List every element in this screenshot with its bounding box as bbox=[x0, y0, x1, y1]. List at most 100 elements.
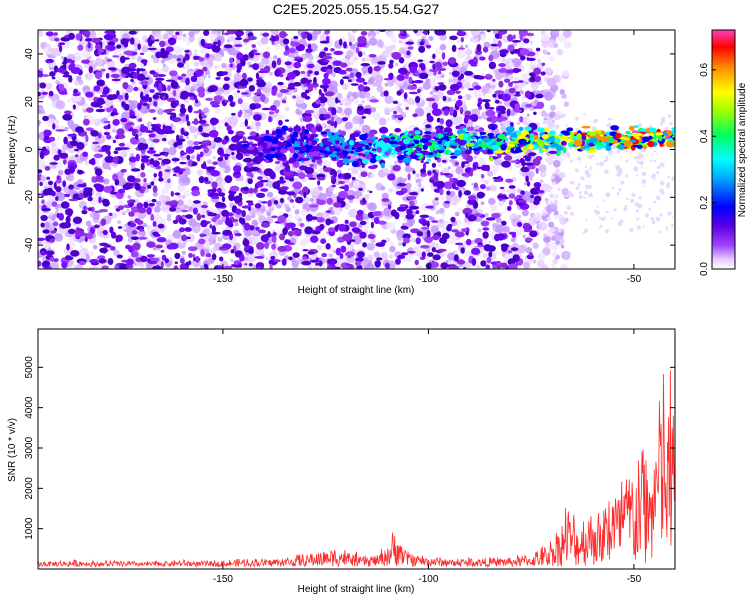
spectrogram-cell bbox=[169, 70, 178, 77]
spectrogram-cell bbox=[222, 229, 233, 236]
spectrogram-cell bbox=[130, 236, 139, 240]
spectrogram-cell bbox=[493, 171, 497, 176]
spectrogram-cell bbox=[405, 213, 415, 220]
spectrogram-cell bbox=[357, 84, 365, 92]
spectrogram-cell bbox=[490, 43, 498, 47]
spectrogram-cell bbox=[135, 78, 139, 83]
spectrogram-cell bbox=[231, 112, 236, 116]
spectrogram-cell bbox=[98, 196, 102, 204]
spectrogram-cell bbox=[125, 265, 134, 269]
spectrogram-cell bbox=[366, 189, 370, 193]
spectrogram-cell bbox=[170, 190, 174, 197]
spectrogram-cell bbox=[211, 181, 218, 189]
spectrogram-cell bbox=[486, 73, 491, 78]
spectrogram-cell bbox=[139, 125, 149, 133]
spectrogram-cell bbox=[498, 116, 508, 121]
spectrogram-cell bbox=[420, 227, 430, 230]
spectrogram-cell bbox=[273, 200, 279, 205]
spectrogram-cell bbox=[68, 165, 75, 174]
spectrogram-cell bbox=[548, 160, 553, 166]
spectrogram-cell bbox=[389, 241, 395, 247]
spectrogram-band-cell bbox=[281, 125, 289, 132]
spectrogram-cell bbox=[49, 261, 59, 269]
spectrogram-cell bbox=[497, 40, 502, 48]
spectrogram-cell bbox=[160, 59, 166, 64]
spectrogram-cell bbox=[339, 97, 347, 104]
spectrogram-cell bbox=[474, 212, 482, 217]
spectrogram-cell bbox=[555, 168, 560, 174]
spectrogram-cell bbox=[528, 176, 534, 181]
spectrogram-cell bbox=[274, 108, 280, 114]
spectrogram-cell bbox=[188, 218, 197, 227]
spectrogram-cell bbox=[441, 160, 447, 163]
spectrogram-cell bbox=[127, 195, 132, 199]
spectrogram-cell bbox=[40, 214, 48, 222]
spectrogram-cell bbox=[284, 106, 290, 112]
spectrogram-cell bbox=[120, 57, 130, 60]
spectrogram-cell bbox=[656, 195, 659, 199]
spectrogram-cell bbox=[236, 254, 242, 258]
spectrogram-cell bbox=[236, 69, 241, 73]
spectrogram-cell bbox=[488, 197, 496, 206]
spectrogram-cell bbox=[241, 210, 246, 218]
spectrogram-cell bbox=[130, 48, 134, 52]
spectrogram-cell bbox=[143, 201, 149, 209]
spectrogram-cell bbox=[100, 68, 106, 72]
spectrogram-cell bbox=[344, 121, 353, 130]
spectrogram-cell bbox=[661, 118, 666, 124]
spectrogram-cell bbox=[255, 72, 260, 80]
spectrogram-cell bbox=[298, 165, 307, 171]
spectrogram-heatmap bbox=[38, 30, 675, 269]
spectrogram-cell bbox=[198, 125, 203, 133]
spectrogram-cell bbox=[193, 94, 198, 100]
spectrogram-cell bbox=[665, 126, 668, 130]
spectrogram-cell bbox=[134, 183, 141, 191]
spectrogram-cell bbox=[559, 89, 565, 95]
spectrogram-cell bbox=[48, 136, 56, 142]
spectrogram-cell bbox=[256, 192, 266, 198]
spectrogram-cell bbox=[39, 82, 46, 89]
spectrogram-cell bbox=[598, 161, 604, 167]
spectrogram-cell bbox=[420, 168, 427, 174]
spectrogram-cell bbox=[248, 85, 256, 92]
spectrogram-cell bbox=[375, 242, 386, 247]
spectrogram-cell bbox=[409, 205, 420, 210]
spectrogram-cell bbox=[205, 140, 212, 145]
spectrogram-cell bbox=[316, 198, 320, 201]
spectrogram-cell bbox=[322, 246, 326, 250]
spectrogram-cell bbox=[623, 207, 628, 212]
spectrogram-cell bbox=[300, 77, 309, 85]
spectrogram-cell bbox=[221, 181, 226, 186]
spectrogram-cell bbox=[147, 184, 152, 189]
spectrogram-cell bbox=[470, 168, 474, 177]
spectrogram-cell bbox=[347, 167, 351, 171]
spectrogram-cell bbox=[297, 222, 301, 226]
spectrogram-cell bbox=[564, 210, 568, 215]
spectrogram-cell bbox=[388, 72, 394, 81]
spectrogram-cell bbox=[271, 243, 277, 250]
spectrogram-cell bbox=[367, 165, 378, 170]
spectrogram-cell bbox=[525, 237, 533, 242]
spectrogram-cell bbox=[102, 199, 110, 207]
spectrogram-cell bbox=[634, 156, 638, 160]
spectrogram-cell bbox=[217, 219, 224, 225]
spectrogram-cell bbox=[484, 101, 490, 110]
spectrogram-cell bbox=[233, 72, 242, 81]
spectrogram-cell bbox=[412, 113, 418, 118]
spectrogram-cell bbox=[53, 154, 60, 161]
spectrogram-cell bbox=[207, 75, 211, 79]
spectrogram-cell bbox=[152, 138, 160, 143]
spectrogram-cell bbox=[533, 260, 537, 264]
spectrogram-cell bbox=[539, 170, 547, 178]
spectrogram-cell bbox=[281, 99, 287, 104]
spectrogram-cell bbox=[499, 186, 505, 190]
spectrogram-cell bbox=[59, 222, 69, 229]
spectrogram-cell bbox=[553, 114, 560, 121]
spectrogram-cell bbox=[140, 172, 146, 178]
spectrogram-cell bbox=[389, 59, 394, 65]
spectrogram-cell bbox=[46, 176, 51, 180]
spectrogram-cell bbox=[302, 256, 308, 260]
spectrogram-cell bbox=[544, 91, 554, 101]
spectrogram-cell bbox=[410, 99, 416, 105]
spectrogram-cell bbox=[200, 265, 205, 269]
